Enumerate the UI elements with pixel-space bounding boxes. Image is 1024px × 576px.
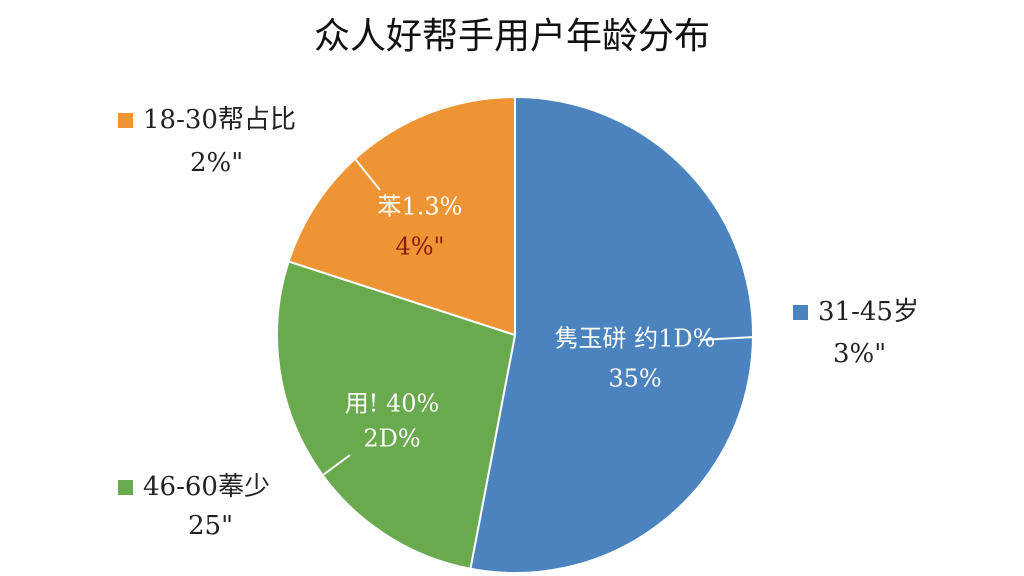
legend-swatch (793, 305, 808, 320)
legend-sublabel: 25" (188, 511, 233, 541)
slice-label: 用! 40% (345, 390, 440, 418)
legend-label: 31-45岁 (818, 297, 919, 327)
slice-label: 隽玉硑 约1D% (555, 325, 716, 353)
slice-label: 2D% (363, 425, 420, 453)
legend-sublabel: 2%" (190, 148, 243, 178)
leader-line (699, 334, 791, 341)
pie (276, 95, 754, 574)
legend-label: 46-60菶少 (143, 472, 270, 502)
slice-label: 35% (608, 365, 661, 393)
leader-line (299, 454, 351, 493)
chart-title: 众人好帮手用户年龄分布 (314, 16, 710, 57)
slice-label: 4%" (395, 233, 444, 261)
leader-line (339, 139, 381, 191)
legend-swatch (118, 113, 133, 128)
pie-slice (276, 260, 517, 570)
slice-label: 苯1.3% (378, 193, 463, 221)
pie-slice (469, 95, 754, 574)
pie-slice (287, 95, 516, 337)
legend-swatch (118, 480, 133, 495)
legend-sublabel: 3%" (833, 339, 886, 369)
legend-label: 18-30帮占比 (143, 105, 296, 135)
